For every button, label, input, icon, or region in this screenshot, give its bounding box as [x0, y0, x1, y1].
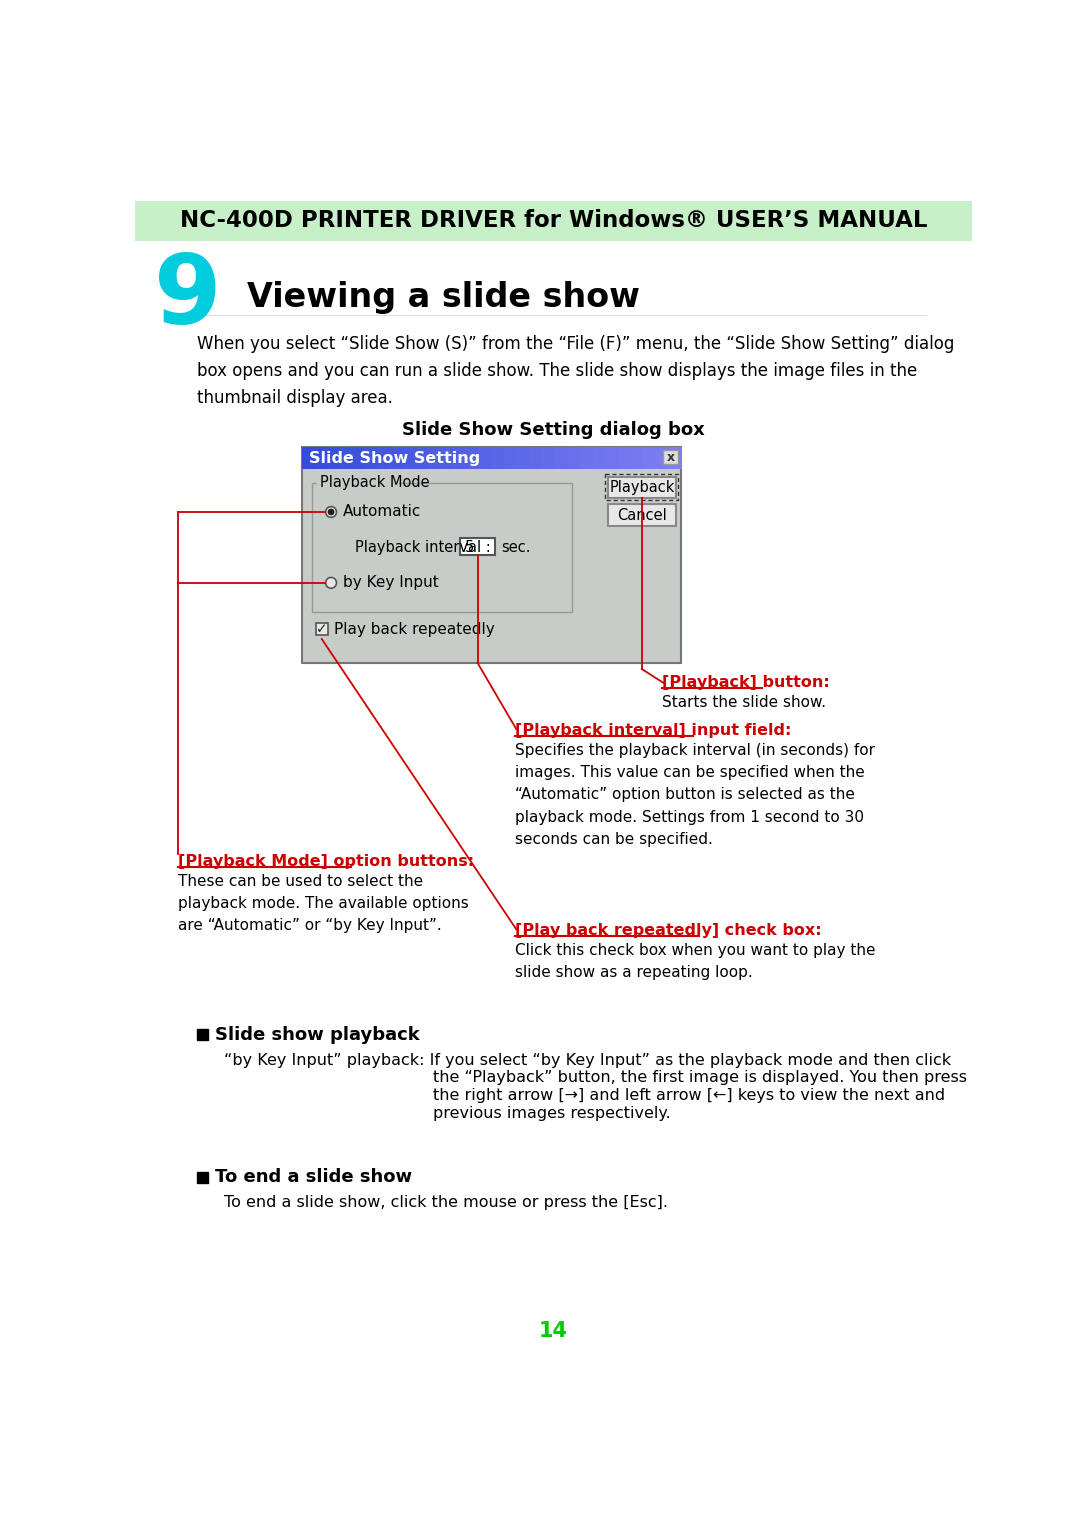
Text: 9: 9 — [153, 251, 221, 345]
Bar — [663, 451, 678, 464]
Bar — [135, 201, 972, 241]
Text: 5: 5 — [464, 540, 474, 555]
Bar — [606, 448, 619, 469]
Bar — [567, 448, 581, 469]
Bar — [656, 448, 670, 469]
Bar — [390, 448, 404, 469]
Text: Slide Show Setting dialog box: Slide Show Setting dialog box — [402, 422, 705, 438]
Bar — [606, 474, 678, 500]
Bar — [467, 448, 480, 469]
Text: [Playback] button:: [Playback] button: — [662, 675, 829, 690]
Bar — [365, 448, 378, 469]
Text: Playback Mode: Playback Mode — [321, 475, 430, 491]
Text: Slide show playback: Slide show playback — [215, 1026, 419, 1044]
Text: Specifies the playback interval (in seconds) for
images. This value can be speci: Specifies the playback interval (in seco… — [515, 744, 875, 846]
Text: [Playback interval] input field:: [Playback interval] input field: — [515, 724, 792, 737]
Text: Viewing a slide show: Viewing a slide show — [247, 282, 640, 314]
Text: To end a slide show: To end a slide show — [215, 1168, 411, 1187]
Bar — [542, 448, 555, 469]
Bar — [618, 448, 632, 469]
Text: “by Key Input” playback: If you select “by Key Input” as the playback mode and t: “by Key Input” playback: If you select “… — [225, 1053, 951, 1067]
Bar — [529, 448, 543, 469]
Text: previous images respectively.: previous images respectively. — [433, 1105, 671, 1121]
Bar — [318, 477, 399, 489]
Bar — [593, 448, 606, 469]
Bar — [669, 448, 683, 469]
Text: [Play back repeatedly] check box:: [Play back repeatedly] check box: — [515, 923, 822, 938]
Text: Playback: Playback — [609, 480, 675, 495]
Bar — [644, 448, 657, 469]
Text: To end a slide show, click the mouse or press the [Esc].: To end a slide show, click the mouse or … — [225, 1194, 669, 1210]
Bar — [301, 448, 681, 662]
Bar — [314, 448, 327, 469]
Bar — [608, 477, 676, 498]
Bar — [197, 1171, 207, 1182]
Text: the right arrow [→] and left arrow [←] keys to view the next and: the right arrow [→] and left arrow [←] k… — [433, 1088, 945, 1102]
Bar — [517, 448, 530, 469]
Bar — [454, 448, 467, 469]
Circle shape — [326, 578, 337, 589]
Bar — [478, 448, 492, 469]
Text: Playback interval :: Playback interval : — [355, 540, 490, 555]
Circle shape — [326, 506, 337, 517]
Text: Click this check box when you want to play the
slide show as a repeating loop.: Click this check box when you want to pl… — [515, 943, 875, 981]
Text: sec.: sec. — [501, 540, 531, 555]
Text: the “Playback” button, the first image is displayed. You then press: the “Playback” button, the first image i… — [433, 1070, 968, 1085]
Bar — [460, 538, 496, 555]
Bar — [352, 448, 366, 469]
Bar — [403, 448, 416, 469]
Circle shape — [328, 509, 334, 515]
Text: 14: 14 — [539, 1321, 568, 1341]
Text: Automatic: Automatic — [342, 504, 421, 520]
Bar — [580, 448, 594, 469]
Bar — [315, 622, 328, 635]
Text: NC-400D PRINTER DRIVER for Windows® USER’S MANUAL: NC-400D PRINTER DRIVER for Windows® USER… — [179, 210, 928, 233]
Text: ✓: ✓ — [316, 622, 327, 636]
Bar — [631, 448, 644, 469]
Bar — [416, 448, 429, 469]
Bar — [428, 448, 442, 469]
Text: Slide Show Setting: Slide Show Setting — [309, 451, 481, 466]
Bar — [312, 483, 572, 612]
Text: These can be used to select the
playback mode. The available options
are “Automa: These can be used to select the playback… — [177, 874, 469, 934]
Bar — [555, 448, 568, 469]
Bar — [491, 448, 505, 469]
Bar — [441, 448, 455, 469]
Text: When you select “Slide Show (S)” from the “File (F)” menu, the “Slide Show Setti: When you select “Slide Show (S)” from th… — [197, 334, 955, 408]
Text: by Key Input: by Key Input — [342, 575, 438, 590]
Text: [Playback Mode] option buttons:: [Playback Mode] option buttons: — [177, 854, 474, 869]
Text: Play back repeatedly: Play back repeatedly — [334, 621, 495, 636]
Bar — [504, 448, 517, 469]
Text: x: x — [666, 451, 675, 464]
Text: Starts the slide show.: Starts the slide show. — [662, 696, 826, 710]
Bar — [339, 448, 353, 469]
Bar — [608, 504, 676, 526]
Text: Cancel: Cancel — [617, 507, 666, 523]
Bar — [327, 448, 340, 469]
Bar — [301, 448, 315, 469]
Bar — [197, 1030, 207, 1041]
Bar — [378, 448, 391, 469]
